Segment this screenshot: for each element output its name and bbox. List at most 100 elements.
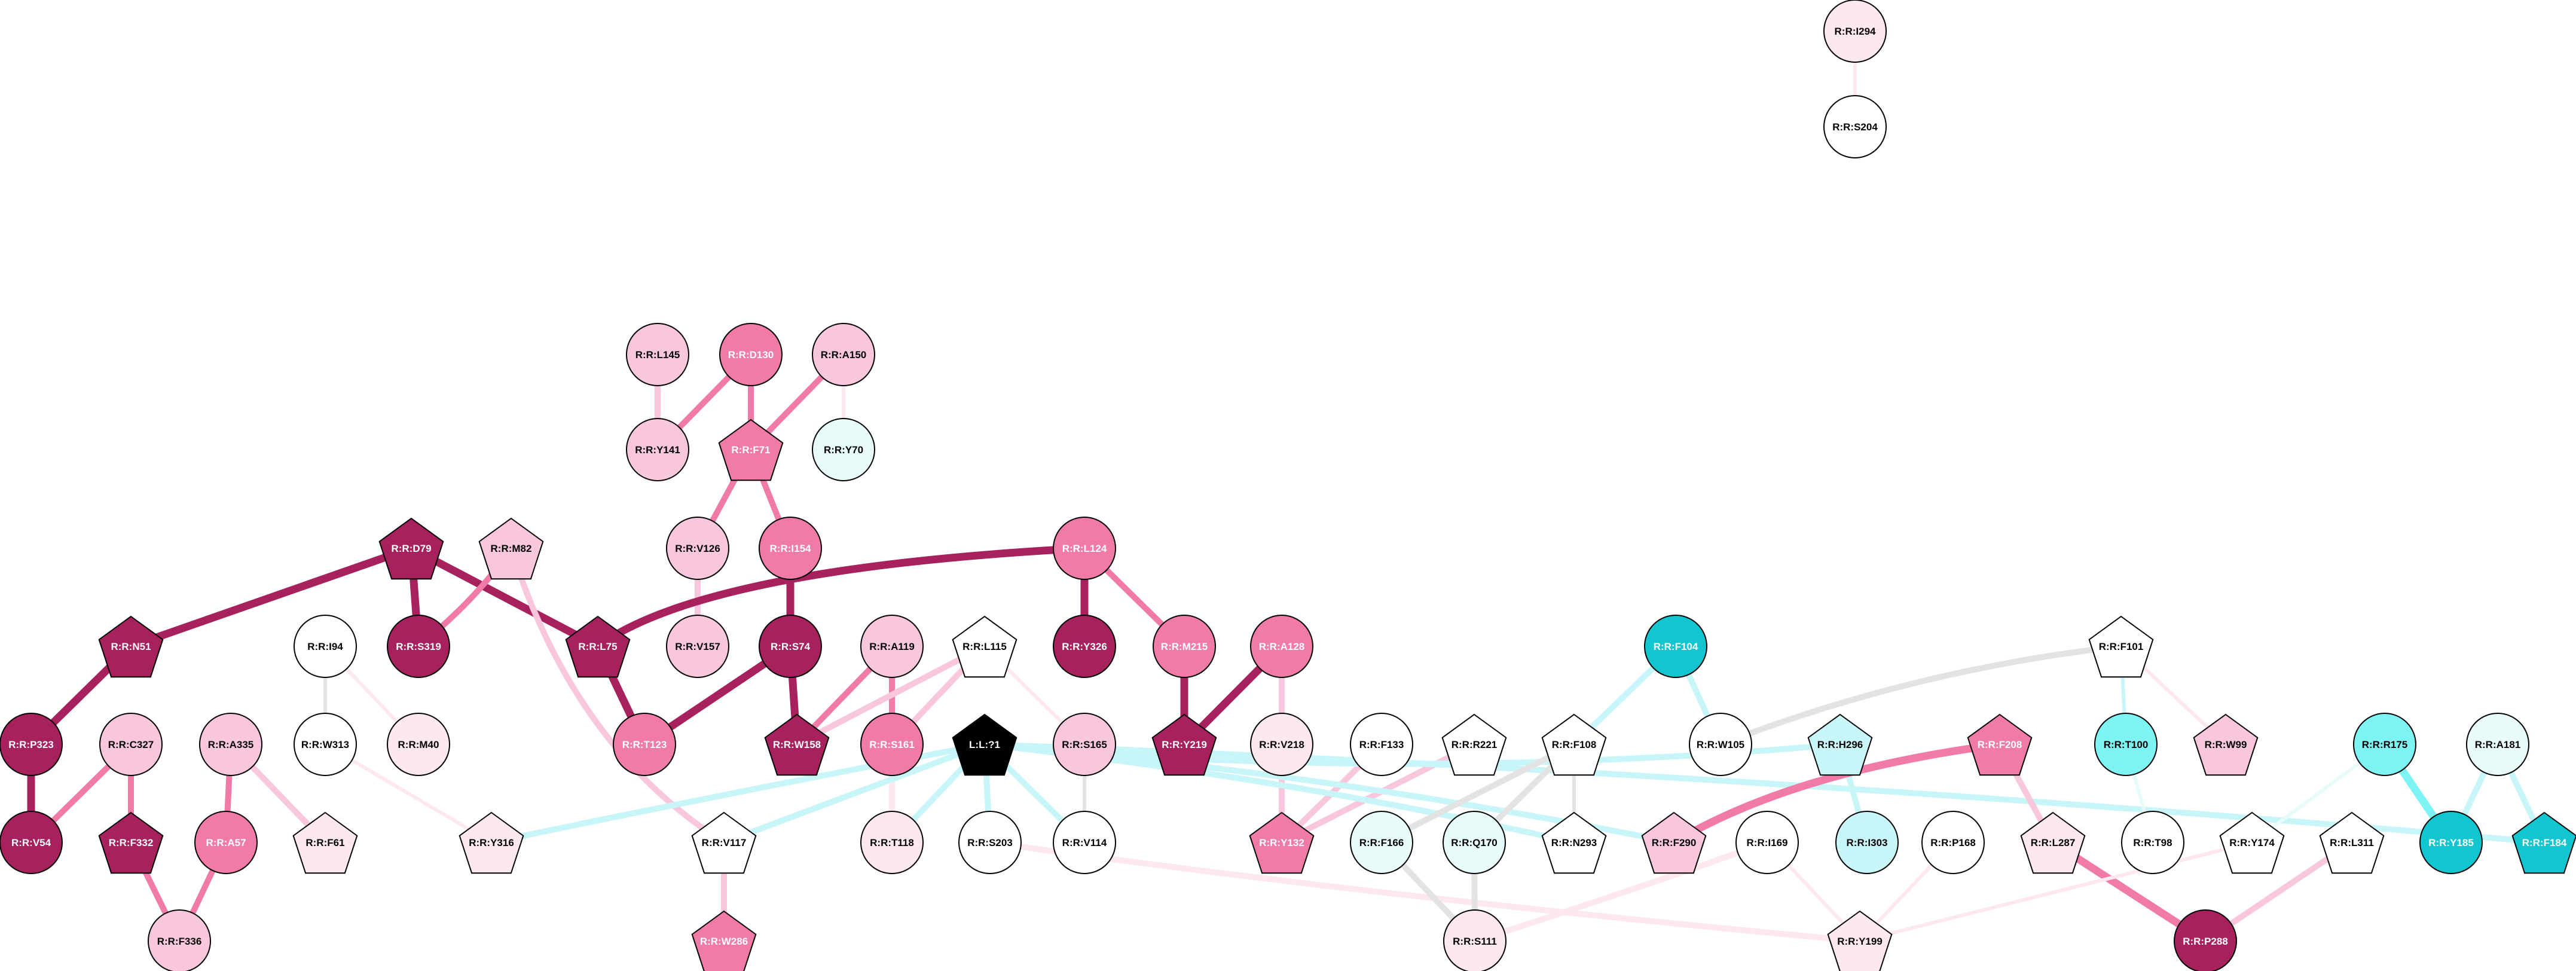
node-r-r-d79[interactable]: R:R:D79 (378, 517, 444, 580)
node-r-r-d130[interactable]: R:R:D130 (719, 323, 783, 386)
node-r-r-l311[interactable]: R:R:L311 (2319, 811, 2385, 874)
node-r-r-y219[interactable]: R:R:Y219 (1151, 713, 1217, 776)
node-r-r-w286[interactable]: R:R:W286 (691, 910, 757, 971)
node-r-r-f208[interactable]: R:R:F208 (1967, 713, 2033, 776)
node-r-r-q170[interactable]: R:R:Q170 (1443, 811, 1506, 874)
node-circle-shape (1350, 713, 1413, 776)
node-r-r-f332[interactable]: R:R:F332 (98, 811, 164, 874)
node-r-r-i154[interactable]: R:R:I154 (759, 517, 822, 580)
node-r-r-w313[interactable]: R:R:W313 (294, 713, 357, 776)
node-r-r-h296[interactable]: R:R:H296 (1807, 713, 1873, 776)
node-r-r-s319[interactable]: R:R:S319 (387, 615, 450, 678)
node-r-r-f133[interactable]: R:R:F133 (1350, 713, 1413, 776)
node-r-r-i94[interactable]: R:R:I94 (294, 615, 357, 678)
node-r-r-p288[interactable]: R:R:P288 (2174, 909, 2237, 971)
node-r-r-f104[interactable]: R:R:F104 (1644, 615, 1707, 678)
node-circle-shape (1644, 615, 1707, 678)
node-label: R:R:Y174 (2229, 837, 2275, 848)
node-r-r-l75[interactable]: R:R:L75 (565, 615, 631, 678)
node-r-r-m82[interactable]: R:R:M82 (478, 517, 544, 580)
node-r-r-y316[interactable]: R:R:Y316 (459, 811, 524, 874)
node-label: R:R:P323 (8, 739, 54, 750)
node-r-r-v54[interactable]: R:R:V54 (0, 811, 63, 874)
node-r-r-s204[interactable]: R:R:S204 (1823, 95, 1887, 158)
node-r-r-f184[interactable]: R:R:F184 (2511, 811, 2576, 874)
node-r-r-m40[interactable]: R:R:M40 (387, 713, 450, 776)
node-r-r-l115[interactable]: R:R:L115 (952, 615, 1017, 678)
node-r-r-p323[interactable]: R:R:P323 (0, 713, 63, 776)
node-r-r-a150[interactable]: R:R:A150 (812, 323, 875, 386)
node-r-r-f101[interactable]: R:R:F101 (2088, 615, 2154, 678)
node-r-r-v114[interactable]: R:R:V114 (1053, 811, 1116, 874)
node-r-r-s74[interactable]: R:R:S74 (759, 615, 822, 678)
node-r-r-v157[interactable]: R:R:V157 (666, 615, 729, 678)
node-r-r-a335[interactable]: R:R:A335 (199, 713, 262, 776)
node-r-r-l287[interactable]: R:R:L287 (2020, 811, 2086, 874)
node-r-r-s111[interactable]: R:R:S111 (1443, 909, 1507, 971)
node-r-r-n293[interactable]: R:R:N293 (1541, 811, 1607, 874)
node-r-r-v117[interactable]: R:R:V117 (691, 811, 757, 874)
node-pentagon-shape (565, 615, 631, 678)
node-label: R:R:M215 (1161, 641, 1208, 652)
node-label: R:R:F336 (157, 936, 202, 947)
node-r-r-f336[interactable]: R:R:F336 (148, 909, 211, 971)
edge-r-r-f108-r-r-f166 (1379, 741, 1577, 845)
node-circle-shape (1153, 615, 1216, 678)
node-r-r-s203[interactable]: R:R:S203 (958, 811, 1022, 874)
node-label: R:R:L75 (578, 641, 617, 652)
node-r-r-w105[interactable]: R:R:W105 (1689, 713, 1752, 776)
node-r-r-t118[interactable]: R:R:T118 (860, 811, 924, 874)
node-label: R:R:S319 (396, 641, 441, 652)
node-r-r-s161[interactable]: R:R:S161 (860, 713, 924, 776)
node-pentagon-shape (1441, 713, 1507, 776)
node-r-r-r221[interactable]: R:R:R221 (1441, 713, 1507, 776)
node-r-r-n51[interactable]: R:R:N51 (98, 615, 164, 678)
node-label: R:R:M82 (491, 543, 532, 554)
node-r-r-i303[interactable]: R:R:I303 (1835, 811, 1899, 874)
node-label: R:R:D79 (391, 543, 431, 554)
node-r-r-i169[interactable]: R:R:I169 (1735, 811, 1799, 874)
node-r-r-f61[interactable]: R:R:F61 (292, 811, 358, 874)
node-r-r-t123[interactable]: R:R:T123 (613, 713, 676, 776)
node-pentagon-shape (2193, 713, 2259, 776)
node-r-r-a57[interactable]: R:R:A57 (194, 811, 258, 874)
node-pentagon-shape (1641, 811, 1707, 874)
node-r-r-y185[interactable]: R:R:Y185 (2419, 811, 2483, 874)
node-r-r-y132[interactable]: R:R:Y132 (1249, 811, 1315, 874)
node-r-r-a128[interactable]: R:R:A128 (1250, 615, 1313, 678)
node-circle-shape (294, 713, 357, 776)
node-label: R:R:W313 (301, 739, 349, 750)
node-r-r-w99[interactable]: R:R:W99 (2193, 713, 2259, 776)
node-r-r-f290[interactable]: R:R:F290 (1641, 811, 1707, 874)
node-r-r-f166[interactable]: R:R:F166 (1350, 811, 1413, 874)
node-r-r-w158[interactable]: R:R:W158 (764, 713, 830, 776)
node-r-r-t100[interactable]: R:R:T100 (2094, 713, 2158, 776)
node-label: R:R:F108 (1552, 739, 1597, 750)
node-r-r-p168[interactable]: R:R:P168 (1921, 811, 1985, 874)
node-r-r-m215[interactable]: R:R:M215 (1153, 615, 1216, 678)
node-pentagon-shape (764, 713, 830, 776)
node-r-r-f71[interactable]: R:R:F71 (718, 419, 784, 481)
node-r-r-t98[interactable]: R:R:T98 (2121, 811, 2184, 874)
node-r-r-y199[interactable]: R:R:Y199 (1827, 910, 1893, 971)
node-r-r-s165[interactable]: R:R:S165 (1053, 713, 1116, 776)
node-r-r-r175[interactable]: R:R:R175 (2353, 713, 2416, 776)
node-label: R:R:R221 (1452, 739, 1498, 750)
node-r-r-c327[interactable]: R:R:C327 (99, 713, 163, 776)
node-r-r-v218[interactable]: R:R:V218 (1250, 713, 1313, 776)
node-r-r-l145[interactable]: R:R:L145 (626, 323, 689, 386)
node-l-l-1[interactable]: L:L:?1 (952, 713, 1017, 776)
node-r-r-l124[interactable]: R:R:L124 (1053, 517, 1116, 580)
node-r-r-y141[interactable]: R:R:Y141 (626, 418, 689, 481)
node-r-r-y174[interactable]: R:R:Y174 (2219, 811, 2285, 874)
node-label: R:R:I154 (770, 543, 812, 554)
node-pentagon-shape (1827, 910, 1893, 971)
node-r-r-a181[interactable]: R:R:A181 (2466, 713, 2529, 776)
node-r-r-y326[interactable]: R:R:Y326 (1053, 615, 1116, 678)
node-r-r-a119[interactable]: R:R:A119 (860, 615, 924, 678)
node-r-r-v126[interactable]: R:R:V126 (666, 517, 729, 580)
node-r-r-f108[interactable]: R:R:F108 (1541, 713, 1607, 776)
node-label: R:R:A181 (2475, 739, 2521, 750)
node-r-r-i294[interactable]: R:R:I294 (1823, 0, 1887, 63)
node-r-r-y70[interactable]: R:R:Y70 (812, 418, 875, 481)
